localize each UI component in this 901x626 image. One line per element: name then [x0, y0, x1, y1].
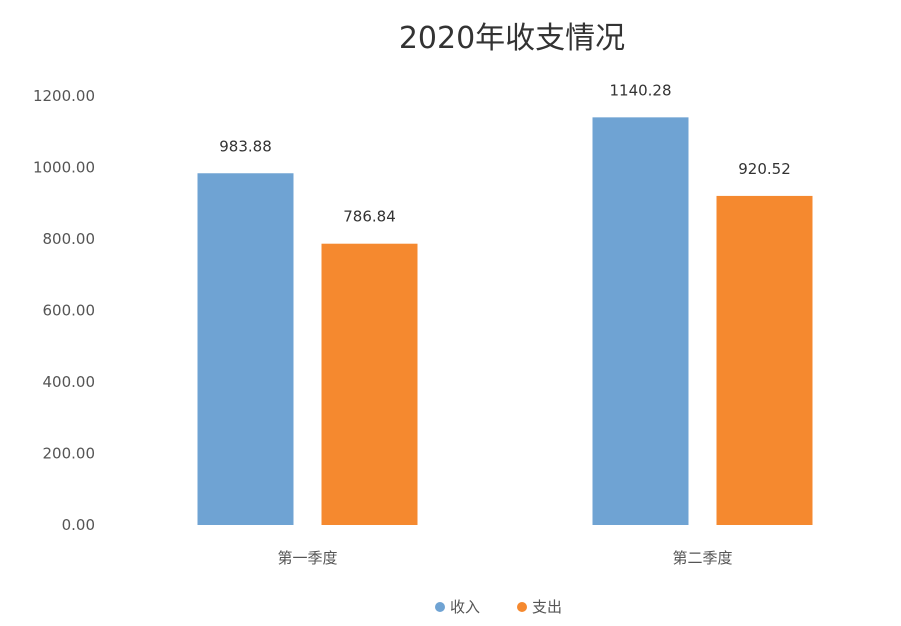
bar-expense-1[interactable] — [321, 243, 418, 525]
y-tick-label: 1000.00 — [33, 159, 95, 177]
y-tick-label: 600.00 — [43, 302, 96, 320]
legend-label-income[interactable]: 收入 — [450, 598, 480, 616]
bars-group — [197, 117, 813, 526]
y-axis: 0.00 200.00 400.00 600.00 800.00 1000.00 1200.… — [33, 87, 95, 534]
y-tick-label: 0.00 — [62, 516, 95, 534]
x-axis: 第一季度 第二季度 — [277, 549, 732, 567]
bar-income-1[interactable] — [197, 173, 294, 526]
legend: 收入 支出 — [435, 598, 562, 616]
legend-marker-expense — [517, 602, 527, 612]
bar-income-2[interactable] — [592, 117, 689, 525]
category-label: 第二季度 — [672, 549, 732, 567]
y-tick-label: 1200.00 — [33, 87, 95, 105]
legend-marker-income — [435, 602, 445, 612]
y-tick-label: 400.00 — [43, 373, 96, 391]
value-labels-group: 983.88 786.84 1140.28 920.52 — [219, 81, 791, 225]
bar-value-label: 983.88 — [219, 137, 272, 155]
bar-expense-2[interactable] — [716, 195, 813, 525]
bar-value-label: 1140.28 — [609, 81, 671, 99]
category-label: 第一季度 — [277, 549, 337, 567]
bar-value-label: 920.52 — [738, 160, 791, 178]
legend-label-expense[interactable]: 支出 — [532, 598, 562, 616]
bar-value-label: 786.84 — [343, 208, 396, 226]
y-tick-label: 800.00 — [43, 230, 96, 248]
y-tick-label: 200.00 — [43, 445, 96, 463]
chart-title: 2020年收支情况 — [399, 21, 625, 56]
